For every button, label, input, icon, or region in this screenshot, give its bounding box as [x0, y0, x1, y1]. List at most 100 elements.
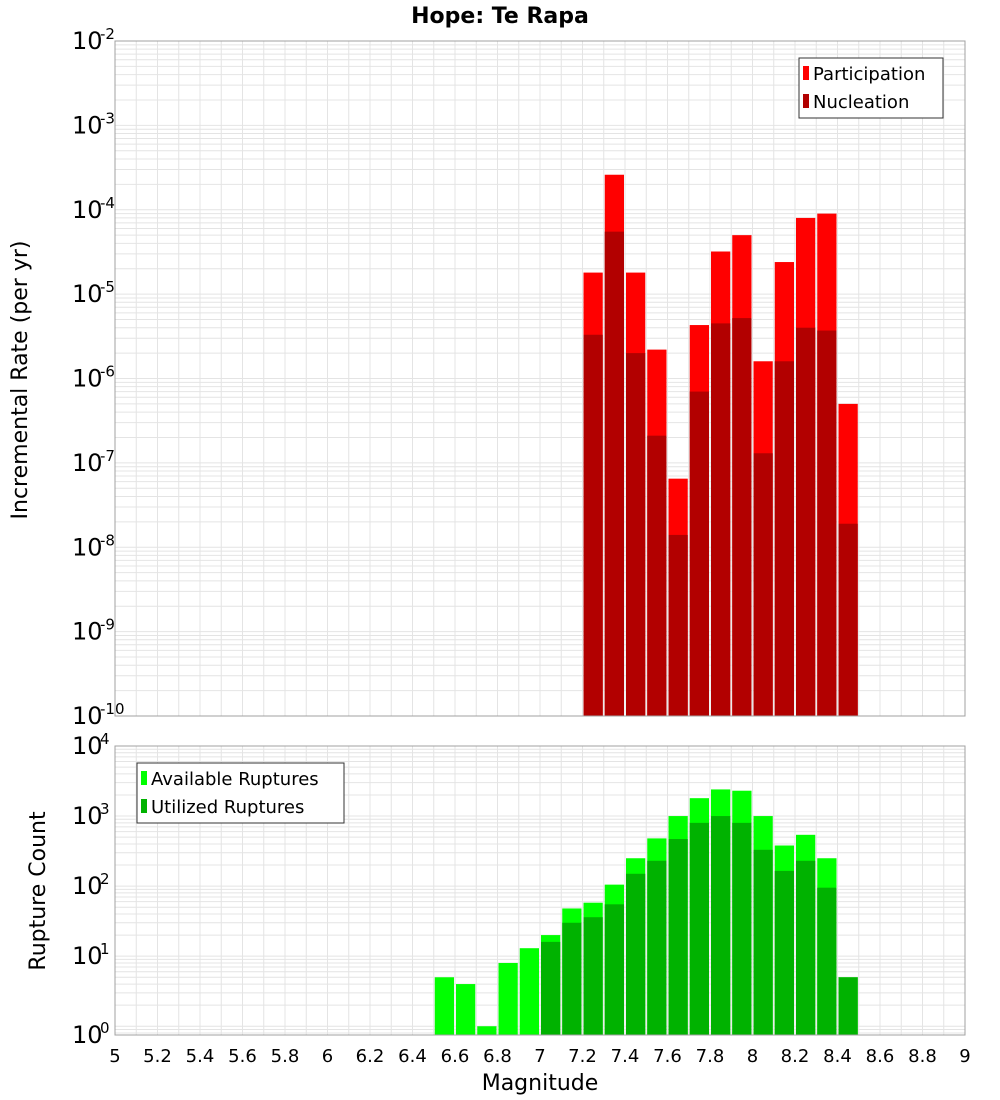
x-tick-label: 5.6: [228, 1046, 257, 1067]
bar-utilized: [711, 816, 731, 1035]
x-tick-label: 7.8: [696, 1046, 725, 1067]
legend-swatch: [803, 66, 809, 80]
y-axis-label-rate: Incremental Rate (per yr): [8, 241, 33, 520]
bar-nucleation: [668, 534, 688, 716]
y-tick-label: 10: [72, 732, 103, 760]
y-tick-label: 10: [72, 533, 103, 561]
plot-panel-rate: 10-1010-910-810-710-610-510-410-310-2Par…: [72, 25, 966, 730]
y-tick-exponent: -6: [100, 363, 115, 381]
y-tick-label: 10: [72, 618, 103, 646]
x-tick-label: 8: [747, 1046, 758, 1067]
bar-available: [498, 962, 518, 1035]
x-tick-label: 6: [322, 1046, 333, 1067]
x-tick-label: 7.6: [653, 1046, 682, 1067]
x-tick-label: 9: [959, 1046, 970, 1067]
bar-nucleation: [711, 323, 731, 716]
y-tick-label: 10: [72, 449, 103, 477]
bar-utilized: [689, 822, 709, 1035]
legend-label: Utilized Ruptures: [151, 797, 304, 818]
bar-utilized: [541, 941, 561, 1035]
bar-utilized: [817, 887, 837, 1035]
bars-count: [434, 789, 858, 1035]
bar-available: [477, 1026, 497, 1035]
y-tick-label: 10: [72, 27, 103, 55]
plot-border-count: [114, 745, 966, 1036]
grid-rate: [114, 41, 966, 717]
bar-nucleation: [732, 318, 752, 716]
bar-utilized: [647, 860, 667, 1035]
y-tick-label: 10: [72, 942, 103, 970]
bar-nucleation: [838, 523, 858, 716]
y-tick-exponent: 1: [100, 940, 110, 958]
bar-nucleation: [774, 361, 794, 716]
legend-rate: Participation Nucleation: [798, 57, 944, 119]
x-tick-label: 5.8: [271, 1046, 300, 1067]
legend-box: [136, 762, 345, 824]
y-tick-label: 10: [72, 196, 103, 224]
legend-count: Available Ruptures Utilized Ruptures: [136, 762, 345, 824]
y-tick-exponent: -2: [100, 25, 115, 43]
x-tick-label: 8.4: [823, 1046, 852, 1067]
bar-nucleation: [817, 330, 837, 716]
legend-swatch: [803, 94, 809, 108]
x-tick-label: 6.8: [483, 1046, 512, 1067]
x-tick-label: 7: [534, 1046, 545, 1067]
y-tick-exponent: 0: [100, 1019, 110, 1037]
x-tick-label: 7.4: [611, 1046, 640, 1067]
legend-label: Nucleation: [813, 92, 909, 113]
y-tick-label: 10: [72, 111, 103, 139]
y-tick-exponent: -8: [100, 531, 115, 549]
x-tick-label: 8.6: [866, 1046, 895, 1067]
bar-nucleation: [796, 327, 816, 716]
plot-border-rate: [114, 40, 966, 717]
y-tick-exponent: 4: [100, 730, 110, 748]
bar-utilized: [583, 917, 603, 1035]
x-tick-label: 5: [109, 1046, 120, 1067]
bar-utilized: [604, 904, 624, 1035]
y-tick-exponent: 3: [100, 800, 110, 818]
bar-nucleation: [647, 435, 667, 716]
bar-available: [519, 948, 539, 1035]
y-axis-label-count: Rupture Count: [26, 811, 51, 971]
y-tick-label: 10: [72, 1021, 103, 1049]
x-tick-label: 5.2: [143, 1046, 172, 1067]
bar-utilized: [796, 860, 816, 1035]
x-tick-label: 7.2: [568, 1046, 597, 1067]
x-axis-label: Magnitude: [482, 1071, 599, 1096]
bar-available: [434, 977, 454, 1035]
y-tick-label: 10: [72, 802, 103, 830]
x-ticks: 5 5.2 5.4 5.6 5.8 6 6.2 6.4 6.6 6.8 7 7.2 7.4 7.6 7.8 8…: [109, 1046, 970, 1067]
bar-utilized: [668, 839, 688, 1035]
legend-swatch: [141, 799, 147, 813]
y-tick-label: 10: [72, 280, 103, 308]
legend-label: Available Ruptures: [151, 769, 319, 790]
bar-utilized: [753, 849, 773, 1035]
x-tick-label: 8.8: [908, 1046, 937, 1067]
x-tick-label: 6.6: [441, 1046, 470, 1067]
y-tick-label: 10: [72, 702, 103, 730]
y-tick-exponent: -7: [100, 447, 115, 465]
x-tick-label: 6.4: [398, 1046, 427, 1067]
legend-box: [798, 57, 944, 119]
bar-available: [456, 984, 476, 1035]
bar-utilized: [732, 822, 752, 1035]
bar-utilized: [774, 870, 794, 1035]
bar-nucleation: [626, 353, 646, 716]
bars-rate: [583, 174, 858, 717]
y-tick-exponent: -10: [100, 700, 125, 718]
x-tick-label: 8.2: [781, 1046, 810, 1067]
bar-utilized: [838, 977, 858, 1035]
x-tick-label: 5.4: [186, 1046, 215, 1067]
bar-nucleation: [689, 391, 709, 716]
x-tick-label: 6.2: [356, 1046, 385, 1067]
legend-label: Participation: [813, 64, 925, 85]
y-tick-label: 10: [72, 872, 103, 900]
bar-nucleation: [604, 231, 624, 716]
legend-swatch: [141, 771, 147, 785]
chart-title: Hope: Te Rapa: [411, 4, 589, 29]
y-tick-exponent: -9: [100, 616, 115, 634]
bar-nucleation: [583, 334, 603, 716]
